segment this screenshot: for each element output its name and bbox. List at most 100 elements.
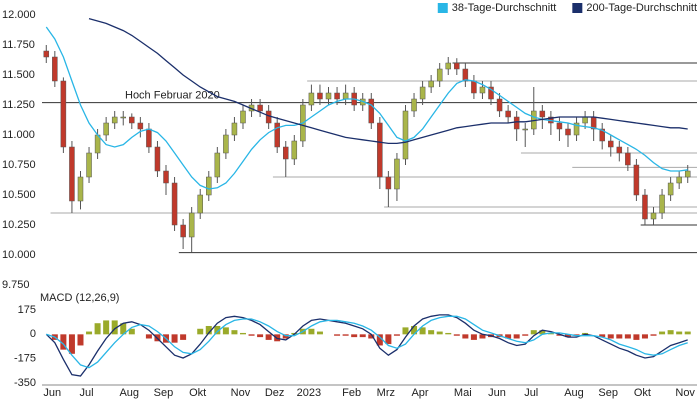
histogram-bar bbox=[470, 334, 477, 340]
histogram-bar bbox=[376, 334, 383, 346]
candle-body bbox=[419, 86, 426, 100]
candle-body bbox=[402, 110, 409, 160]
histogram-bar bbox=[111, 320, 118, 335]
candle-body bbox=[471, 80, 477, 94]
histogram-bar bbox=[86, 331, 93, 335]
candle-body bbox=[625, 152, 631, 166]
x-tick-label: Apr bbox=[411, 387, 428, 399]
candle-body bbox=[146, 128, 152, 148]
histogram-bar bbox=[171, 334, 178, 343]
histogram-bar bbox=[582, 332, 589, 335]
candle-body bbox=[52, 56, 58, 82]
y-tick-label: 10.250 bbox=[2, 219, 36, 231]
x-tick-label: Nov bbox=[231, 387, 251, 399]
y-tick-label: 9.750 bbox=[2, 279, 30, 291]
histogram-bar bbox=[257, 334, 264, 338]
candle-body bbox=[573, 122, 580, 136]
candle-body bbox=[154, 146, 161, 172]
candle-body bbox=[137, 122, 144, 130]
candle-body bbox=[436, 68, 443, 82]
y-tick-label: 10.750 bbox=[2, 159, 36, 171]
histogram-bar bbox=[316, 331, 323, 335]
histogram-bar bbox=[342, 334, 349, 336]
candle-body bbox=[659, 194, 665, 214]
candle-body bbox=[454, 62, 460, 70]
histogram-bar bbox=[239, 332, 246, 335]
candle-body bbox=[394, 158, 400, 190]
x-tick-label: Okt bbox=[634, 387, 651, 399]
moving-average-line bbox=[88, 17, 688, 145]
x-tick-label: Jul bbox=[79, 387, 93, 399]
histogram-bar bbox=[599, 334, 606, 338]
x-tick-label: Aug bbox=[564, 387, 584, 399]
candle-body bbox=[283, 146, 289, 160]
candle-body bbox=[676, 176, 682, 184]
histogram-bar bbox=[522, 334, 529, 336]
candle-body bbox=[462, 68, 469, 82]
histogram-bar bbox=[77, 334, 84, 346]
x-tick-label: Aug bbox=[119, 387, 139, 399]
candle-body bbox=[274, 122, 280, 148]
histogram-bar bbox=[641, 334, 648, 339]
candle-body bbox=[608, 140, 614, 148]
candle-body bbox=[428, 80, 434, 88]
histogram-bar bbox=[659, 331, 666, 335]
x-tick-label: Sep bbox=[598, 387, 618, 399]
candle-body bbox=[231, 122, 238, 136]
x-tick-label: Feb bbox=[342, 387, 361, 399]
panel-title: MACD (12,26,9) bbox=[40, 292, 119, 304]
candle-body bbox=[129, 116, 135, 124]
candle-body bbox=[513, 116, 520, 130]
x-tick-label: Okt bbox=[189, 387, 206, 399]
moving-average-line bbox=[45, 26, 688, 190]
histogram-bar bbox=[205, 325, 212, 335]
candle-body bbox=[599, 128, 605, 142]
histogram-bar bbox=[94, 323, 101, 335]
candle-body bbox=[334, 92, 340, 100]
candle-body bbox=[188, 212, 195, 238]
y-tick-label: 10.000 bbox=[2, 249, 36, 261]
histogram-bar bbox=[128, 328, 135, 335]
candle-body bbox=[163, 170, 169, 184]
histogram-bar bbox=[564, 334, 571, 338]
y-tick-label: 11.500 bbox=[2, 69, 35, 81]
y-tick-label: 10.500 bbox=[2, 189, 36, 201]
candle-body bbox=[60, 80, 67, 148]
histogram-bar bbox=[676, 331, 683, 335]
candle-body bbox=[667, 182, 674, 196]
histogram-bar bbox=[68, 334, 75, 354]
histogram-bar bbox=[445, 332, 452, 335]
histogram-bar bbox=[180, 334, 187, 340]
candle-body bbox=[257, 104, 263, 112]
candle-body bbox=[488, 86, 494, 100]
histogram-bar bbox=[60, 334, 67, 350]
candle-body bbox=[616, 146, 623, 154]
histogram-bar bbox=[513, 334, 520, 339]
histogram-bar bbox=[411, 325, 418, 335]
candle-body bbox=[265, 110, 272, 124]
candle-body bbox=[325, 92, 332, 100]
candle-body bbox=[240, 110, 246, 124]
histogram-bar bbox=[231, 330, 238, 335]
macd-line bbox=[45, 314, 688, 377]
histogram-bar bbox=[556, 334, 563, 336]
histogram-bar bbox=[103, 320, 110, 335]
histogram-bar bbox=[145, 334, 152, 339]
histogram-bar bbox=[351, 334, 358, 338]
candle-body bbox=[86, 152, 92, 178]
candle-body bbox=[223, 134, 229, 154]
candle-body bbox=[120, 116, 126, 119]
x-tick-label: Jun bbox=[488, 387, 506, 399]
histogram-bar bbox=[547, 332, 554, 335]
histogram-bar bbox=[539, 330, 546, 335]
histogram-bar bbox=[633, 334, 640, 340]
histogram-bar bbox=[616, 334, 623, 339]
candle-body bbox=[180, 224, 186, 238]
legend-label: 38-Tage-Durchschnitt bbox=[452, 2, 557, 14]
histogram-bar bbox=[684, 331, 691, 335]
legend-label: 200-Tage-Durchschnitt bbox=[586, 2, 697, 14]
histogram-bar bbox=[650, 334, 657, 336]
candle-body bbox=[505, 110, 511, 118]
candle-body bbox=[43, 50, 50, 58]
candle-body bbox=[214, 152, 221, 178]
